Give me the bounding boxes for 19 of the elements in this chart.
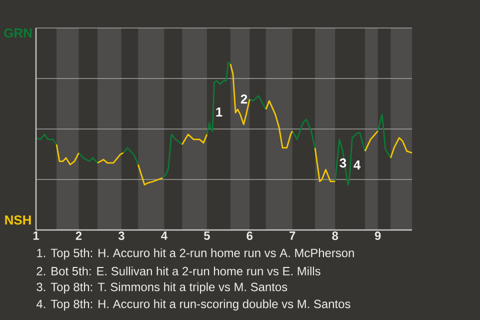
annotation: 3 [340, 158, 346, 168]
x-tick-label: 6 [246, 232, 253, 240]
x-tick-label: 4 [161, 232, 168, 240]
annotation: 2 [240, 94, 248, 104]
text: GRN [4, 28, 32, 38]
x-tick-label: 2 [76, 232, 82, 240]
x-tick-label: 7 [290, 232, 296, 240]
text: 2. Bot 5th: E. Sullivan hit a 2-run home run vs E. Mills [36, 266, 320, 276]
x-tick-label: 3 [118, 232, 124, 240]
x-tick-label: 8 [332, 232, 338, 240]
text: 3. Top 8th: T. Simmons hit a triple vs M. Santos [36, 282, 288, 294]
annotation: 1 [216, 108, 222, 116]
x-tick-label: 5 [204, 232, 210, 240]
annotation: 4 [354, 160, 361, 170]
text: 4. Top 8th: H. Accuro hit a run-scoring double vs M. Santos [36, 299, 350, 311]
text: NSH [5, 215, 31, 225]
x-tick-label: 9 [374, 232, 381, 240]
x-tick-label: 1 [33, 232, 39, 240]
text: 1. Top 5th: H. Accuro hit a 2-run home run vs A. McPherson [37, 248, 354, 260]
